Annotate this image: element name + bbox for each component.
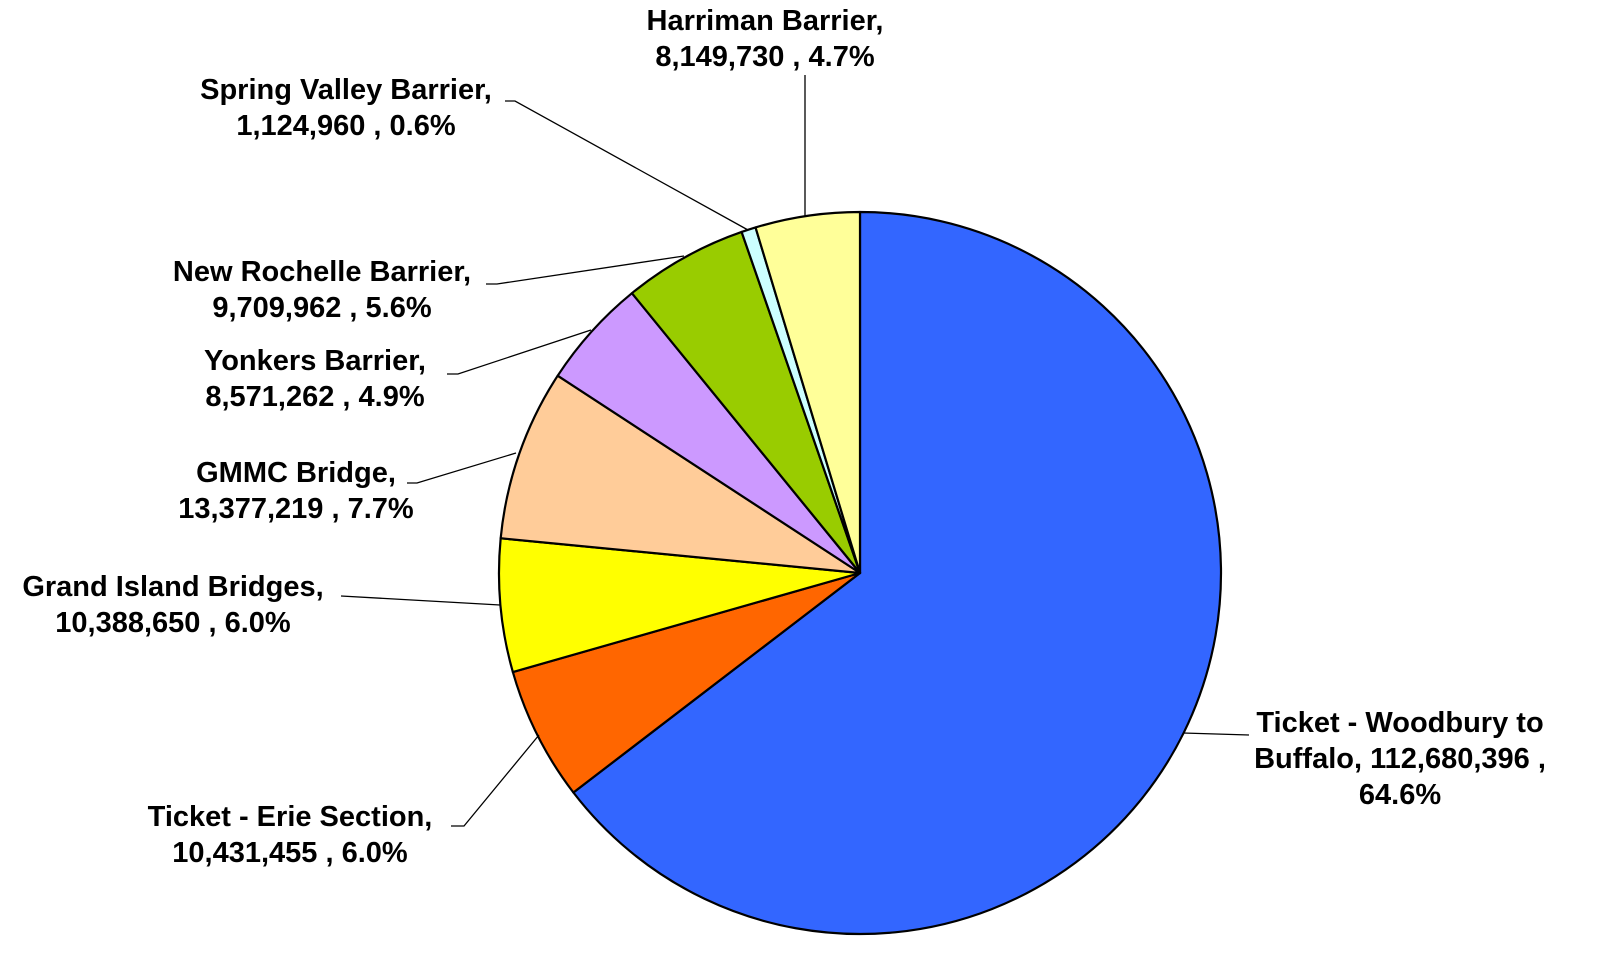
data-label-ticket-woodbury-to-buffalo: Ticket - Woodbury to Buffalo, 112,680,396… — [1254, 707, 1546, 811]
data-label-line: Yonkers Barrier, — [204, 345, 426, 377]
leader-line-spring-valley-barrier — [505, 100, 749, 231]
pie-slice-ticket-erie-section — [511, 571, 862, 794]
data-label-new-rochelle-barrier: New Rochelle Barrier, 9,709,962 , 5.6% — [173, 256, 471, 324]
data-label-line: Buffalo, 112,680,396 , — [1254, 743, 1546, 775]
data-label-spring-valley-barrier: Spring Valley Barrier, 1,124,960 , 0.6% — [200, 74, 492, 142]
data-label-line: 9,709,962 , 5.6% — [212, 292, 431, 324]
label-leader-lines — [340, 75, 1250, 827]
data-label-line: 8,149,730 , 4.7% — [655, 41, 874, 73]
data-label-line: New Rochelle Barrier, — [173, 256, 471, 288]
data-label-line: 64.6% — [1359, 779, 1441, 811]
data-label-line: Grand Island Bridges, — [22, 571, 323, 603]
data-label-line: 10,388,650 , 6.0% — [55, 607, 291, 639]
leader-line-ticket-erie-section — [451, 734, 540, 827]
data-label-line: 1,124,960 , 0.6% — [236, 110, 455, 142]
data-label-ticket-erie-section: Ticket - Erie Section, 10,431,455 , 6.0% — [148, 801, 433, 869]
data-label-line: 8,571,262 , 4.9% — [205, 381, 424, 413]
leader-line-ticket-woodbury-to-buffalo — [1182, 732, 1250, 736]
data-label-grand-island-bridges: Grand Island Bridges, 10,388,650 , 6.0% — [22, 571, 323, 639]
data-label-yonkers-barrier: Yonkers Barrier, 8,571,262 , 4.9% — [204, 345, 426, 413]
data-label-harriman-barrier: Harriman Barrier, 8,149,730 , 4.7% — [647, 5, 884, 73]
pie-slice-gmmc-bridge — [499, 374, 862, 575]
leader-line-grand-island-bridges — [340, 595, 501, 606]
leader-line-yonkers-barrier — [447, 329, 592, 375]
data-label-line: 10,431,455 , 6.0% — [172, 837, 408, 869]
pie-slice-grand-island-bridges — [497, 537, 862, 674]
leader-line-gmmc-bridge — [407, 452, 517, 484]
slice-labels: Ticket - Woodbury to Buffalo, 112,680,396… — [22, 5, 1546, 869]
data-label-line: GMMC Bridge, — [196, 457, 396, 489]
data-label-line: 13,377,219 , 7.7% — [178, 493, 414, 525]
data-label-gmmc-bridge: GMMC Bridge, 13,377,219 , 7.7% — [178, 457, 414, 525]
data-label-line: Spring Valley Barrier, — [200, 74, 492, 106]
pie-slices — [497, 210, 1223, 936]
pie-slice-harriman-barrier — [754, 210, 862, 575]
data-label-line: Ticket - Erie Section, — [148, 801, 433, 833]
leader-line-new-rochelle-barrier — [486, 255, 685, 285]
data-label-line: Ticket - Woodbury to — [1256, 707, 1543, 739]
data-label-line: Harriman Barrier, — [647, 5, 884, 37]
